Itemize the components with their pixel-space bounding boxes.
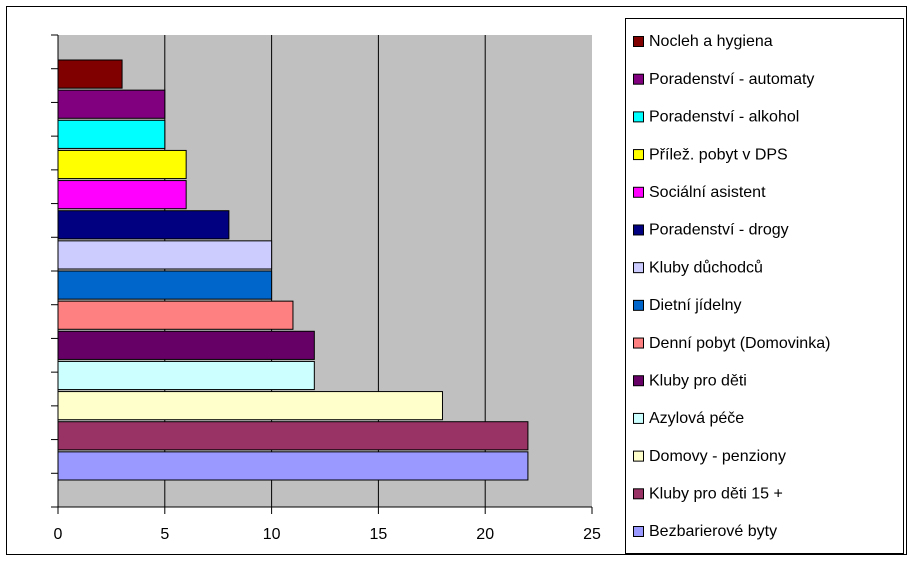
legend-label: Azylová péče [649, 410, 744, 427]
x-tick-label: 0 [54, 526, 63, 543]
bar [57, 391, 443, 421]
bar [57, 240, 273, 270]
legend-swatch [633, 262, 644, 274]
legend-swatch [633, 111, 644, 123]
legend-label: Denní pobyt (Domovinka) [649, 335, 830, 352]
legend-swatch [633, 186, 644, 198]
x-tick-label: 5 [160, 526, 169, 543]
legend-label: Bezbarierové byty [649, 523, 777, 540]
legend-swatch [633, 224, 644, 236]
legend-swatch [633, 337, 644, 349]
bar [57, 59, 123, 89]
x-tick-label: 15 [370, 526, 388, 543]
legend-label: Kluby pro děti [649, 372, 747, 389]
legend-box [625, 18, 904, 554]
legend-swatch [633, 375, 644, 387]
bar [57, 119, 166, 149]
x-tick-label: 10 [263, 526, 281, 543]
legend-swatch [633, 526, 644, 537]
bar [57, 360, 315, 391]
bar [57, 149, 187, 180]
legend-label: Poradenství - alkohol [649, 109, 799, 126]
legend-swatch [633, 450, 644, 462]
legend-label: Přílež. pobyt v DPS [649, 146, 788, 163]
legend-label: Dietní jídelny [649, 297, 742, 314]
bar [57, 330, 315, 360]
legend-swatch [633, 299, 644, 311]
x-tick-label: 25 [583, 526, 601, 543]
legend-label: Poradenství - automaty [649, 71, 814, 88]
legend-label: Domovy - penziony [649, 448, 786, 465]
legend-label: Nocleh a hygiena [649, 33, 773, 50]
legend-swatch [633, 36, 644, 47]
bar [57, 421, 529, 451]
legend-swatch [633, 149, 644, 161]
x-tick-label: 20 [476, 526, 494, 543]
legend-label: Sociální asistent [649, 184, 766, 201]
legend-swatch [633, 73, 644, 85]
bar [57, 180, 187, 210]
bar [57, 300, 294, 330]
legend-swatch [633, 412, 644, 424]
bar [57, 270, 273, 300]
legend-label: Poradenství - drogy [649, 222, 789, 239]
legend-swatch [633, 488, 644, 500]
legend-label: Kluby pro děti 15 + [649, 486, 783, 503]
bar [57, 89, 166, 119]
legend-label: Kluby důchodců [649, 258, 763, 276]
bar [57, 451, 529, 481]
bar [57, 210, 230, 240]
